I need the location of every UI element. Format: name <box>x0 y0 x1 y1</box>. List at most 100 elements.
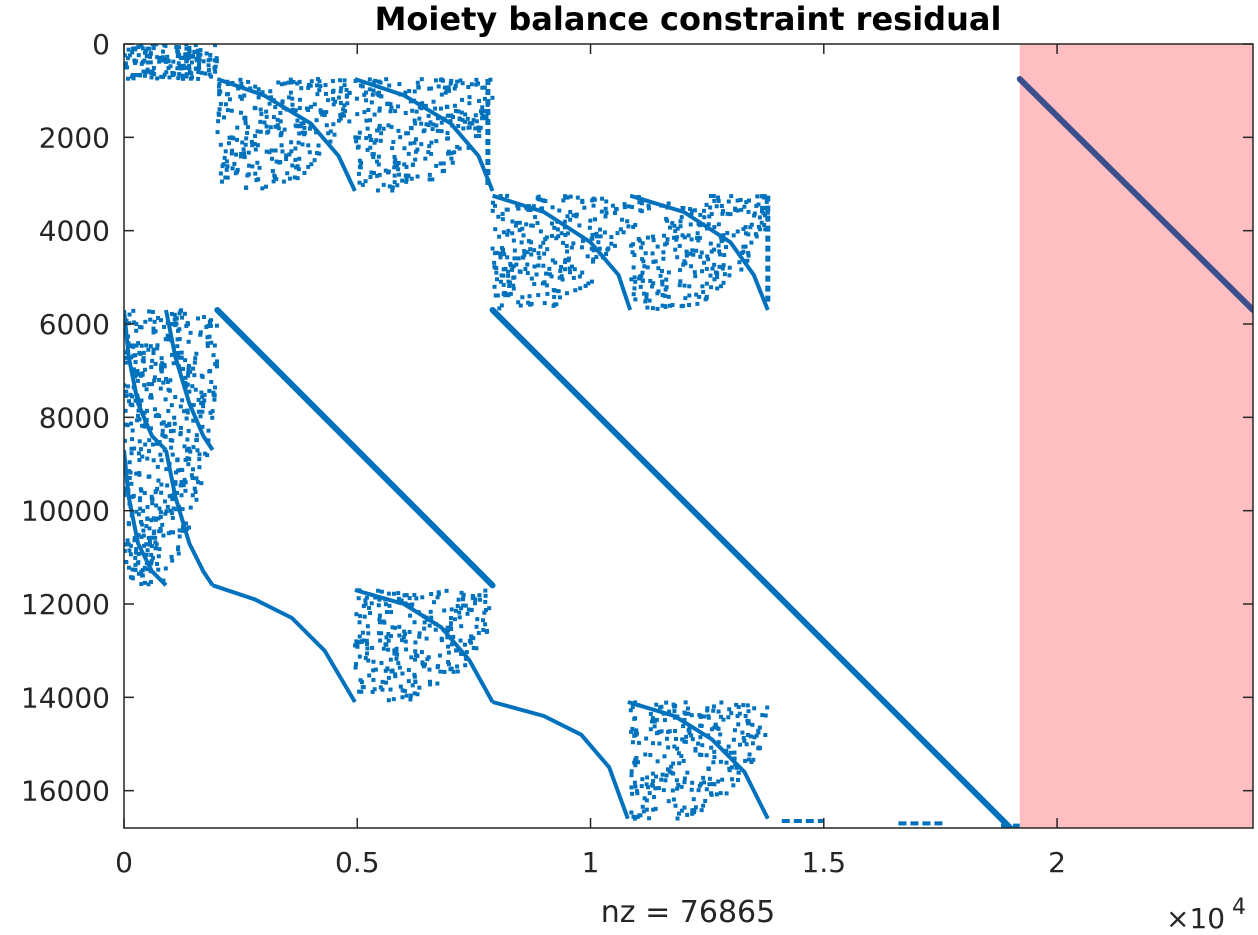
scatter-point <box>648 711 653 716</box>
scatter-point <box>444 588 449 593</box>
scatter-point <box>177 72 182 77</box>
scatter-point <box>164 376 169 381</box>
scatter-point <box>687 284 692 289</box>
scatter-point <box>705 706 710 711</box>
scatter-point <box>149 535 154 540</box>
scatter-point <box>458 638 463 643</box>
scatter-point <box>657 741 662 746</box>
scatter-point <box>439 638 444 643</box>
scatter-point <box>452 103 457 108</box>
scatter-point <box>186 371 191 376</box>
scatter-point <box>330 89 335 94</box>
scatter-point <box>249 139 254 144</box>
scatter-point <box>711 708 716 713</box>
scatter-point <box>490 200 495 205</box>
scatter-point <box>659 729 664 734</box>
scatter-point <box>644 782 649 787</box>
diagonal-line-1 <box>489 307 1014 828</box>
scatter-point <box>227 135 232 140</box>
scatter-point <box>513 223 518 228</box>
scatter-point <box>246 150 251 155</box>
scatter-point <box>639 784 644 789</box>
scatter-point <box>477 98 482 103</box>
scatter-point <box>420 101 425 106</box>
scatter-point <box>648 753 653 758</box>
scatter-point <box>674 237 679 242</box>
scatter-point <box>129 355 134 360</box>
scatter-point <box>555 227 560 232</box>
scatter-point <box>477 133 482 138</box>
scatter-point <box>133 567 138 572</box>
scatter-point <box>568 209 573 214</box>
scatter-point <box>144 524 149 529</box>
scatter-point <box>147 526 152 531</box>
scatter-point <box>529 223 534 228</box>
scatter-point <box>690 248 695 253</box>
scatter-point <box>177 534 182 539</box>
scatter-point <box>369 137 374 142</box>
scatter-point <box>436 84 441 89</box>
scatter-point <box>640 804 645 809</box>
scatter-point <box>408 693 413 698</box>
scatter-point <box>192 360 197 365</box>
x-axis-label: nz = 76865 <box>601 895 775 930</box>
scatter-point <box>492 251 497 256</box>
scatter-point <box>126 47 131 52</box>
scatter-point <box>712 198 717 203</box>
scatter-point <box>694 248 699 253</box>
scatter-point <box>151 347 156 352</box>
scatter-point <box>670 221 675 226</box>
scatter-point <box>326 131 331 136</box>
scatter-point <box>572 267 577 272</box>
scatter-point <box>663 287 668 292</box>
scatter-point <box>641 809 646 814</box>
scatter-point <box>638 284 643 289</box>
scatter-point <box>149 382 154 387</box>
scatter-point <box>727 766 732 771</box>
scatter-point <box>664 277 669 282</box>
scatter-point <box>344 87 349 92</box>
scatter-point <box>339 86 344 91</box>
scatter-point <box>395 183 400 188</box>
scatter-point <box>211 390 216 395</box>
scatter-point <box>760 205 765 210</box>
scatter-point <box>152 319 157 324</box>
scatter-point <box>388 102 393 107</box>
scatter-point <box>635 791 640 796</box>
scatter-point <box>127 344 132 349</box>
scatter-point <box>676 811 681 816</box>
scatter-point <box>243 121 248 126</box>
scatter-point <box>592 217 597 222</box>
scatter-point <box>290 163 295 168</box>
scatter-point <box>468 640 473 645</box>
scatter-point <box>163 566 168 571</box>
scatter-point <box>549 274 554 279</box>
scatter-point <box>341 113 346 118</box>
scatter-point <box>542 280 547 285</box>
scatter-point <box>647 791 652 796</box>
scatter-point <box>198 48 203 53</box>
scatter-point <box>220 179 225 184</box>
scatter-point <box>552 294 557 299</box>
scatter-point <box>140 573 145 578</box>
scatter-point <box>163 44 168 48</box>
scatter-point <box>184 44 189 47</box>
scatter-point <box>255 160 260 165</box>
scatter-point <box>175 49 180 54</box>
scatter-point <box>511 286 516 291</box>
scatter-point <box>260 186 265 191</box>
scatter-point <box>156 567 161 572</box>
scatter-point <box>355 112 360 117</box>
scatter-point <box>544 271 549 276</box>
scatter-point <box>478 597 483 602</box>
scatter-point <box>432 600 437 605</box>
scatter-point <box>684 249 689 254</box>
scatter-point <box>695 301 700 306</box>
scatter-point <box>728 750 733 755</box>
scatter-point <box>553 288 558 293</box>
scatter-point <box>355 642 360 647</box>
scatter-point <box>143 319 148 324</box>
scatter-point <box>743 231 748 236</box>
scatter-point <box>652 795 657 800</box>
scatter-point <box>369 170 374 175</box>
